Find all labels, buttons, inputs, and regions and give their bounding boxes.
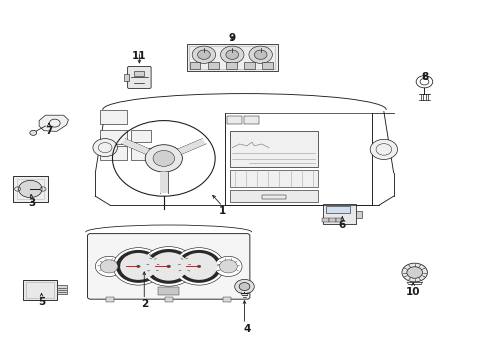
Bar [164, 297, 172, 302]
Bar [26, 282, 54, 298]
Bar [227, 116, 242, 124]
Bar [186, 44, 277, 71]
Bar [189, 62, 200, 69]
Bar [244, 116, 259, 124]
Circle shape [192, 46, 215, 63]
Bar [100, 130, 127, 144]
Circle shape [136, 265, 140, 268]
Bar [23, 280, 57, 300]
Bar [261, 195, 285, 199]
Polygon shape [122, 139, 149, 154]
Bar [229, 190, 317, 202]
Text: 7: 7 [45, 126, 53, 136]
Bar [244, 62, 254, 69]
Circle shape [145, 145, 182, 172]
FancyBboxPatch shape [87, 234, 249, 299]
Circle shape [369, 139, 397, 159]
Bar [356, 211, 362, 218]
Circle shape [145, 249, 192, 284]
Text: 10: 10 [405, 287, 420, 297]
Circle shape [214, 256, 242, 276]
Circle shape [401, 263, 427, 282]
Bar [124, 74, 129, 81]
Circle shape [142, 247, 195, 286]
Circle shape [166, 265, 170, 268]
Circle shape [153, 150, 174, 166]
Bar [13, 176, 48, 202]
Circle shape [181, 253, 217, 280]
Circle shape [197, 50, 210, 59]
Bar [223, 297, 231, 302]
Bar [321, 218, 328, 222]
Circle shape [219, 260, 237, 273]
Bar [189, 46, 274, 69]
Circle shape [149, 252, 188, 281]
Text: 2: 2 [141, 299, 147, 309]
Bar [323, 204, 356, 224]
Text: 8: 8 [421, 72, 428, 82]
Circle shape [254, 50, 266, 59]
Polygon shape [39, 115, 68, 131]
Circle shape [248, 46, 272, 63]
Bar [134, 71, 144, 76]
Bar [325, 206, 349, 213]
Bar [106, 297, 114, 302]
Bar [262, 62, 272, 69]
Bar [17, 179, 44, 199]
Bar [57, 285, 67, 294]
Circle shape [120, 253, 156, 280]
Bar [100, 110, 127, 124]
Text: 6: 6 [338, 220, 345, 230]
Circle shape [197, 265, 201, 268]
Text: 5: 5 [38, 297, 45, 307]
Bar [336, 218, 343, 222]
Circle shape [176, 250, 221, 283]
Bar [225, 62, 236, 69]
Circle shape [234, 279, 254, 294]
Circle shape [93, 139, 117, 157]
Circle shape [95, 256, 122, 276]
Bar [328, 218, 335, 222]
Text: 9: 9 [228, 33, 235, 43]
Circle shape [173, 248, 224, 285]
Polygon shape [160, 172, 167, 193]
Bar [100, 146, 127, 160]
Bar [229, 170, 317, 187]
Text: 11: 11 [132, 51, 146, 61]
Text: 1: 1 [219, 206, 225, 216]
Circle shape [225, 50, 238, 59]
Circle shape [113, 248, 163, 285]
FancyBboxPatch shape [127, 66, 151, 88]
Circle shape [30, 130, 37, 135]
Circle shape [19, 180, 42, 198]
Text: 4: 4 [243, 324, 250, 334]
Polygon shape [178, 139, 205, 154]
Circle shape [239, 283, 249, 291]
Circle shape [100, 260, 118, 273]
Bar [131, 130, 150, 142]
Circle shape [220, 46, 244, 63]
Bar [229, 131, 317, 167]
Circle shape [116, 250, 161, 283]
Circle shape [406, 267, 422, 278]
Bar [131, 148, 150, 160]
Text: 3: 3 [28, 198, 35, 208]
Bar [158, 287, 179, 295]
Bar [207, 62, 218, 69]
